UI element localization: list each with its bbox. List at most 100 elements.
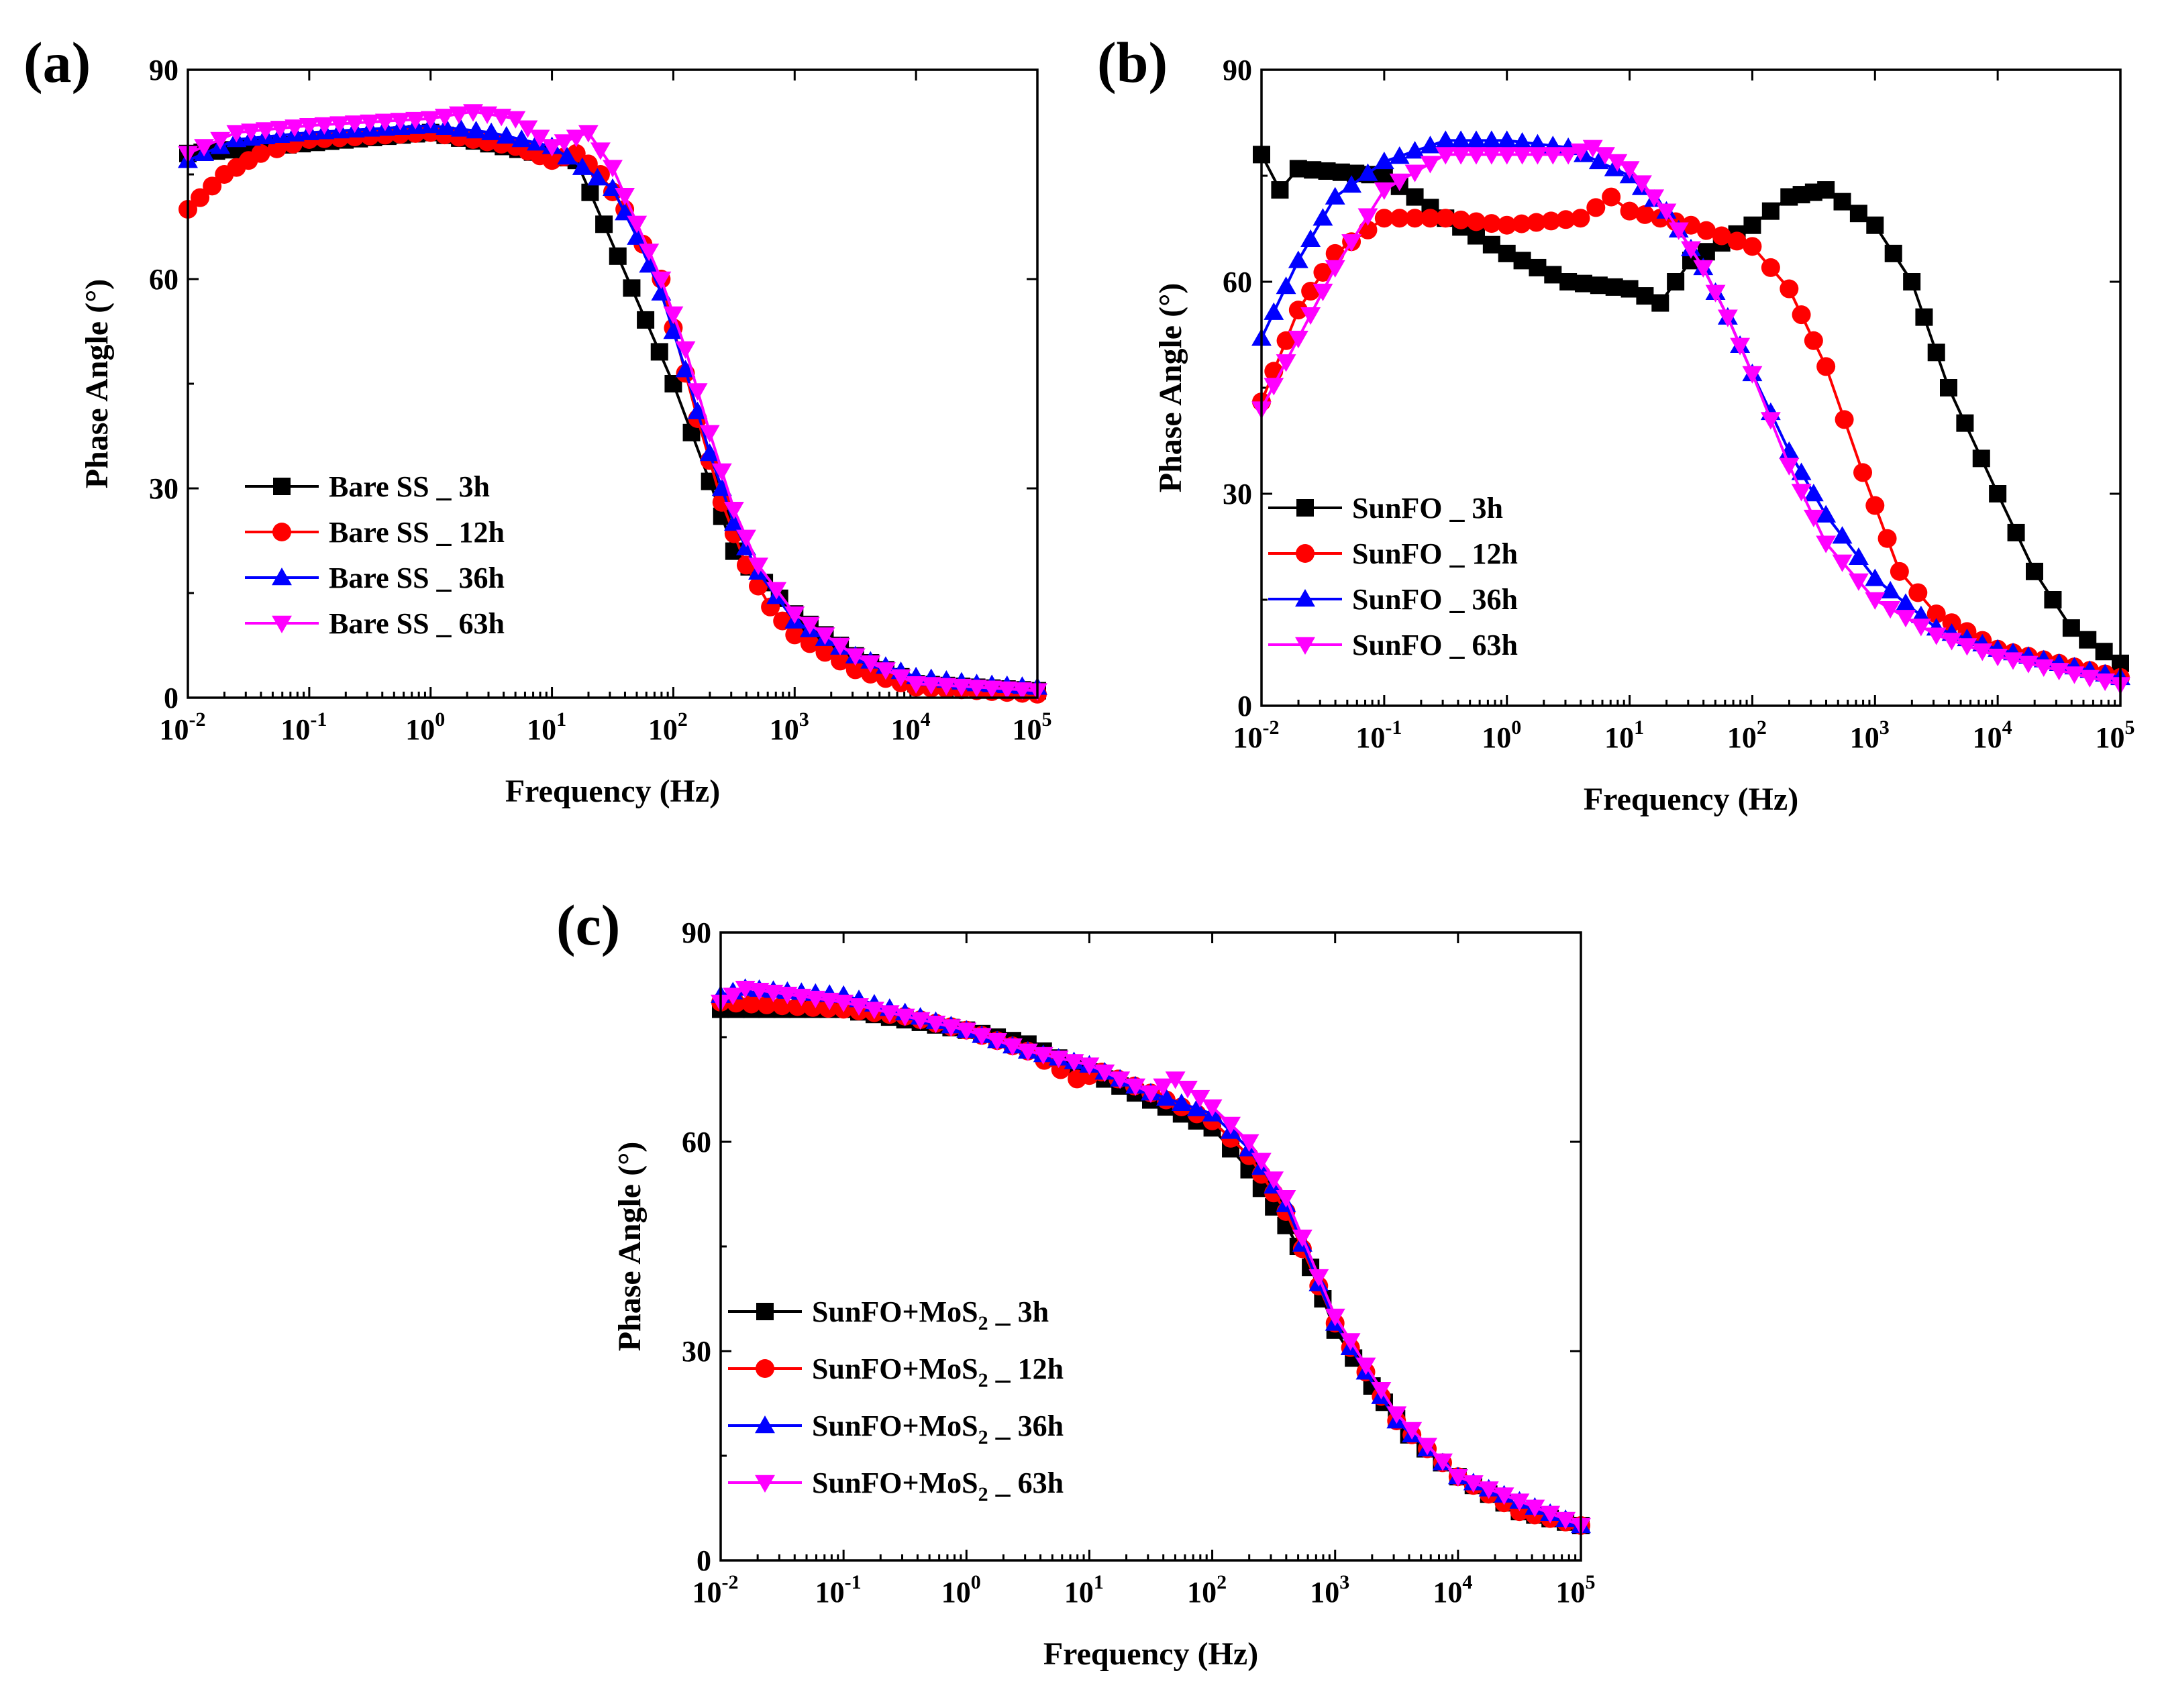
data-point <box>987 1032 1008 1051</box>
data-point <box>623 279 641 297</box>
data-point <box>1816 504 1837 523</box>
data-point <box>1940 379 1957 396</box>
data-point <box>687 383 708 401</box>
data-point <box>1451 147 1472 165</box>
data-point <box>1556 210 1576 229</box>
data-point <box>505 111 526 129</box>
data-point <box>1972 449 1990 468</box>
data-point <box>241 123 261 142</box>
data-point <box>1525 1499 1545 1517</box>
data-point <box>1341 175 1362 193</box>
data-point <box>1792 305 1811 325</box>
data-point <box>572 157 593 175</box>
data-point <box>299 117 319 136</box>
legend-label-1: SunFO _ 3h <box>1352 492 1503 525</box>
data-point <box>1496 147 1517 165</box>
data-point <box>435 117 456 136</box>
data-point <box>1835 410 1854 429</box>
data-point <box>1586 198 1606 217</box>
data-point <box>314 117 335 135</box>
data-point <box>557 147 578 165</box>
x-tick-label: 105 <box>2096 716 2135 754</box>
data-point <box>1271 181 1289 199</box>
x-tick-label: 100 <box>405 708 445 746</box>
data-point <box>285 119 305 138</box>
data-point <box>1717 309 1738 327</box>
data-point <box>711 478 732 496</box>
data-point <box>1926 627 1947 645</box>
data-point <box>1779 458 1800 476</box>
y-axis-label: Phase Angle (°) <box>1153 283 1188 493</box>
data-point <box>1803 484 1824 502</box>
legend-marker-3 <box>272 568 292 586</box>
data-point <box>226 125 247 143</box>
panel-label: (a) <box>23 30 91 95</box>
data-point <box>1481 130 1502 148</box>
panel-label: (b) <box>1097 30 1168 95</box>
data-point <box>1743 237 1762 256</box>
data-point <box>951 678 972 697</box>
data-point <box>723 988 743 1006</box>
data-point <box>1165 1071 1186 1089</box>
data-point <box>879 1005 900 1023</box>
data-point <box>830 637 851 655</box>
data-point <box>191 188 210 207</box>
data-point <box>517 120 538 138</box>
data-point <box>1482 235 1500 254</box>
data-point <box>1386 1406 1407 1424</box>
data-point <box>1848 547 1869 566</box>
y-axis-label: Phase Angle (°) <box>79 279 115 489</box>
data-point <box>627 227 648 245</box>
x-tick-label: 105 <box>1013 708 1052 746</box>
data-point <box>966 680 987 698</box>
data-point <box>749 576 768 596</box>
data-point <box>1420 156 1441 174</box>
data-point <box>2079 670 2100 688</box>
data-point <box>1374 151 1394 170</box>
data-point <box>906 676 927 694</box>
data-point <box>1308 1269 1329 1287</box>
data-point <box>723 513 744 531</box>
data-point <box>1880 580 1901 599</box>
x-tick-label: 101 <box>1064 1571 1104 1609</box>
data-point <box>1760 412 1781 430</box>
data-point <box>805 990 826 1009</box>
data-point <box>1896 610 1916 628</box>
data-point <box>210 131 231 150</box>
y-tick-label: 0 <box>1237 690 1252 723</box>
data-point <box>390 113 411 131</box>
data-point <box>1079 1057 1100 1075</box>
data-point <box>587 168 608 186</box>
legend-label-4: SunFO _ 63h <box>1352 629 1518 661</box>
data-point <box>581 183 599 201</box>
data-point <box>675 360 696 378</box>
data-point <box>1865 568 1886 586</box>
plot-frame <box>719 931 1582 1562</box>
x-axis-label: Frequency (Hz) <box>505 773 720 809</box>
data-point <box>1880 600 1901 619</box>
x-tick-label: 100 <box>1482 716 1521 754</box>
data-point <box>603 160 623 178</box>
data-point <box>735 529 756 547</box>
y-tick-label: 60 <box>682 1126 711 1159</box>
data-point <box>1481 147 1502 165</box>
data-point <box>799 617 820 635</box>
data-point <box>651 271 672 289</box>
data-point <box>1288 301 1308 320</box>
data-point <box>1340 1333 1361 1351</box>
data-point <box>374 113 395 131</box>
data-point <box>2095 673 2116 692</box>
data-point <box>763 984 784 1003</box>
legend-label-1: Bare SS _ 3h <box>329 470 490 503</box>
data-point <box>420 111 441 129</box>
data-point <box>1543 147 1563 165</box>
data-point <box>1463 1475 1484 1493</box>
data-point <box>1094 1064 1115 1082</box>
data-point <box>757 995 776 1014</box>
data-point <box>1896 593 1916 611</box>
data-point <box>1153 1078 1174 1096</box>
data-point <box>2062 619 2080 637</box>
data-point <box>1288 331 1308 349</box>
data-point <box>491 109 512 127</box>
data-point <box>1791 484 1812 502</box>
